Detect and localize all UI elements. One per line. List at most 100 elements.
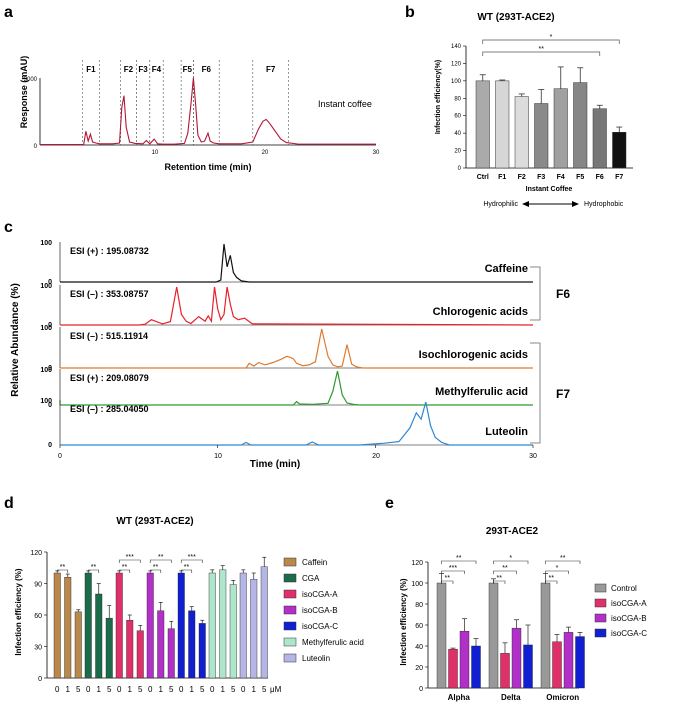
c-ion-label: ESI (–) : 285.04050 xyxy=(70,404,149,414)
b-hydrophobic: Hydrophobic xyxy=(584,201,624,208)
e-ylabel: Infection efficiency (%) xyxy=(399,578,408,665)
b-ytick-label: 120 xyxy=(451,61,462,67)
e-bar xyxy=(459,631,470,689)
e-legend-label: isoCGA-B xyxy=(611,614,647,623)
b-title: WT (293T-ACE2) xyxy=(477,12,554,23)
d-legend-swatch xyxy=(283,605,297,615)
panel-label-b: b xyxy=(405,4,415,21)
e-bar xyxy=(488,582,499,689)
a-fraction-label: F7 xyxy=(266,65,276,74)
c-ion-label: ESI (+) : 209.08079 xyxy=(70,373,149,383)
c-trace-line xyxy=(60,243,533,283)
c-ytick-100: 100 xyxy=(40,367,52,374)
b-ytick-label: 100 xyxy=(451,79,462,85)
d-bar xyxy=(136,630,144,679)
b-bar xyxy=(553,88,568,169)
c-ion-label: ESI (+) : 195.08732 xyxy=(70,246,149,256)
a-fraction-label: F3 xyxy=(138,65,148,74)
d-dose-label: 5 xyxy=(76,685,81,694)
c-group-f7: F7 xyxy=(556,387,570,401)
e-sig-bracket xyxy=(545,580,558,584)
b-sig-label: * xyxy=(550,34,553,41)
chromatogram-panel: Response (mAU) Retention time (min) Inst… xyxy=(19,56,380,172)
c-bracket-f7 xyxy=(530,342,541,444)
b-bar xyxy=(495,80,510,169)
e-title: 293T-ACE2 xyxy=(486,526,539,537)
d-dose-label: 5 xyxy=(107,685,112,694)
b-bar xyxy=(514,96,529,169)
d-sig-label: ** xyxy=(153,564,159,571)
e-category-label: Alpha xyxy=(448,693,471,702)
d-bar xyxy=(229,584,237,679)
e-y-ticks: 0 20 40 60 80 100 120 xyxy=(411,560,428,693)
d-bar xyxy=(126,620,134,679)
panel-label-a: a xyxy=(4,4,13,21)
e-legend: Control isoCGA-A isoCGA-B isoCGA-C xyxy=(594,583,647,638)
d-ylabel: Infection efficiency (%) xyxy=(14,568,23,655)
a-chromatogram-line xyxy=(39,77,377,146)
d-legend-swatch xyxy=(283,589,297,599)
d-bar xyxy=(177,572,185,679)
c-compound-name: Isochlorogenic acids xyxy=(419,349,528,361)
ms-trace-panel: Relative Abundance (%) Time (min) 1000ES… xyxy=(10,240,570,470)
e-sig-label: ** xyxy=(502,565,508,572)
b-ylabel: Infection efficiency(%) xyxy=(435,60,442,134)
c-ylabel: Relative Abundance (%) xyxy=(10,283,21,397)
d-dose-label: 1 xyxy=(66,685,71,694)
c-xtick-30: 30 xyxy=(529,453,537,460)
d-sig-bracket xyxy=(180,569,193,573)
c-ytick-0: 0 xyxy=(48,365,52,372)
b-category-label: F1 xyxy=(498,174,506,181)
d-bar xyxy=(239,572,247,679)
b-category-label: F2 xyxy=(518,174,526,181)
a-fraction-label: F4 xyxy=(152,65,162,74)
d-bar xyxy=(198,623,206,679)
b-sig-label: ** xyxy=(539,46,545,53)
panel-label-c: c xyxy=(4,219,13,236)
d-unit: μM xyxy=(270,685,282,694)
e-bars: Alpha*******Delta*****Omicron***** xyxy=(436,555,585,702)
b-ytick-label: 0 xyxy=(458,166,462,172)
e-ytick-label: 40 xyxy=(415,644,423,651)
a-fraction-markers: F1 F2 F3 F4 F5 F6 F7 xyxy=(82,60,289,145)
d-dose-label: 0 xyxy=(86,685,91,694)
e-bar xyxy=(511,627,522,689)
e-sig-bracket xyxy=(545,570,569,574)
c-xlabel: Time (min) xyxy=(250,459,300,470)
e-sig-bracket xyxy=(493,570,517,574)
d-bar xyxy=(64,577,72,679)
e-bar xyxy=(500,653,510,689)
b-category-label: F4 xyxy=(557,174,565,181)
e-bar xyxy=(552,641,562,689)
c-bracket-f6 xyxy=(530,266,541,321)
e-sig-label: ** xyxy=(497,575,503,582)
b-ytick-label: 40 xyxy=(454,131,461,137)
d-legend-swatch xyxy=(283,637,297,647)
b-bars: Ctrl F1 F2 F3 F4 F5 F6 F7 xyxy=(475,66,627,181)
a-annotation: Instant coffee xyxy=(318,99,372,109)
d-bar xyxy=(219,569,227,679)
c-compound-name: Chlorogenic acids xyxy=(433,306,528,318)
variant-bar-panel: 293T-ACE2 Infection efficiency (%) 0 20 40… xyxy=(399,526,647,702)
c-trace-line xyxy=(60,370,533,406)
d-legend-label: Methylferulic acid xyxy=(302,638,364,647)
a-xlabel: Retention time (min) xyxy=(165,162,252,172)
c-trace-line xyxy=(60,286,534,326)
e-sig-bracket xyxy=(545,560,581,564)
d-bar xyxy=(146,572,154,679)
e-sig-label: *** xyxy=(449,565,457,572)
d-dose-label: 0 xyxy=(241,685,246,694)
d-title: WT (293T-ACE2) xyxy=(116,516,193,527)
c-ytick-100: 100 xyxy=(40,283,52,290)
e-ytick-label: 100 xyxy=(411,581,423,588)
d-sig-label: ** xyxy=(184,564,190,571)
d-dose-label: 5 xyxy=(138,685,143,694)
a-xtick-10: 10 xyxy=(152,150,159,156)
d-ytick-label: 90 xyxy=(34,582,42,589)
b-arrow-left-icon xyxy=(522,201,529,207)
d-bar xyxy=(74,611,82,679)
e-bar xyxy=(523,644,533,689)
d-dose-label: 5 xyxy=(231,685,236,694)
e-ytick-label: 0 xyxy=(419,686,423,693)
